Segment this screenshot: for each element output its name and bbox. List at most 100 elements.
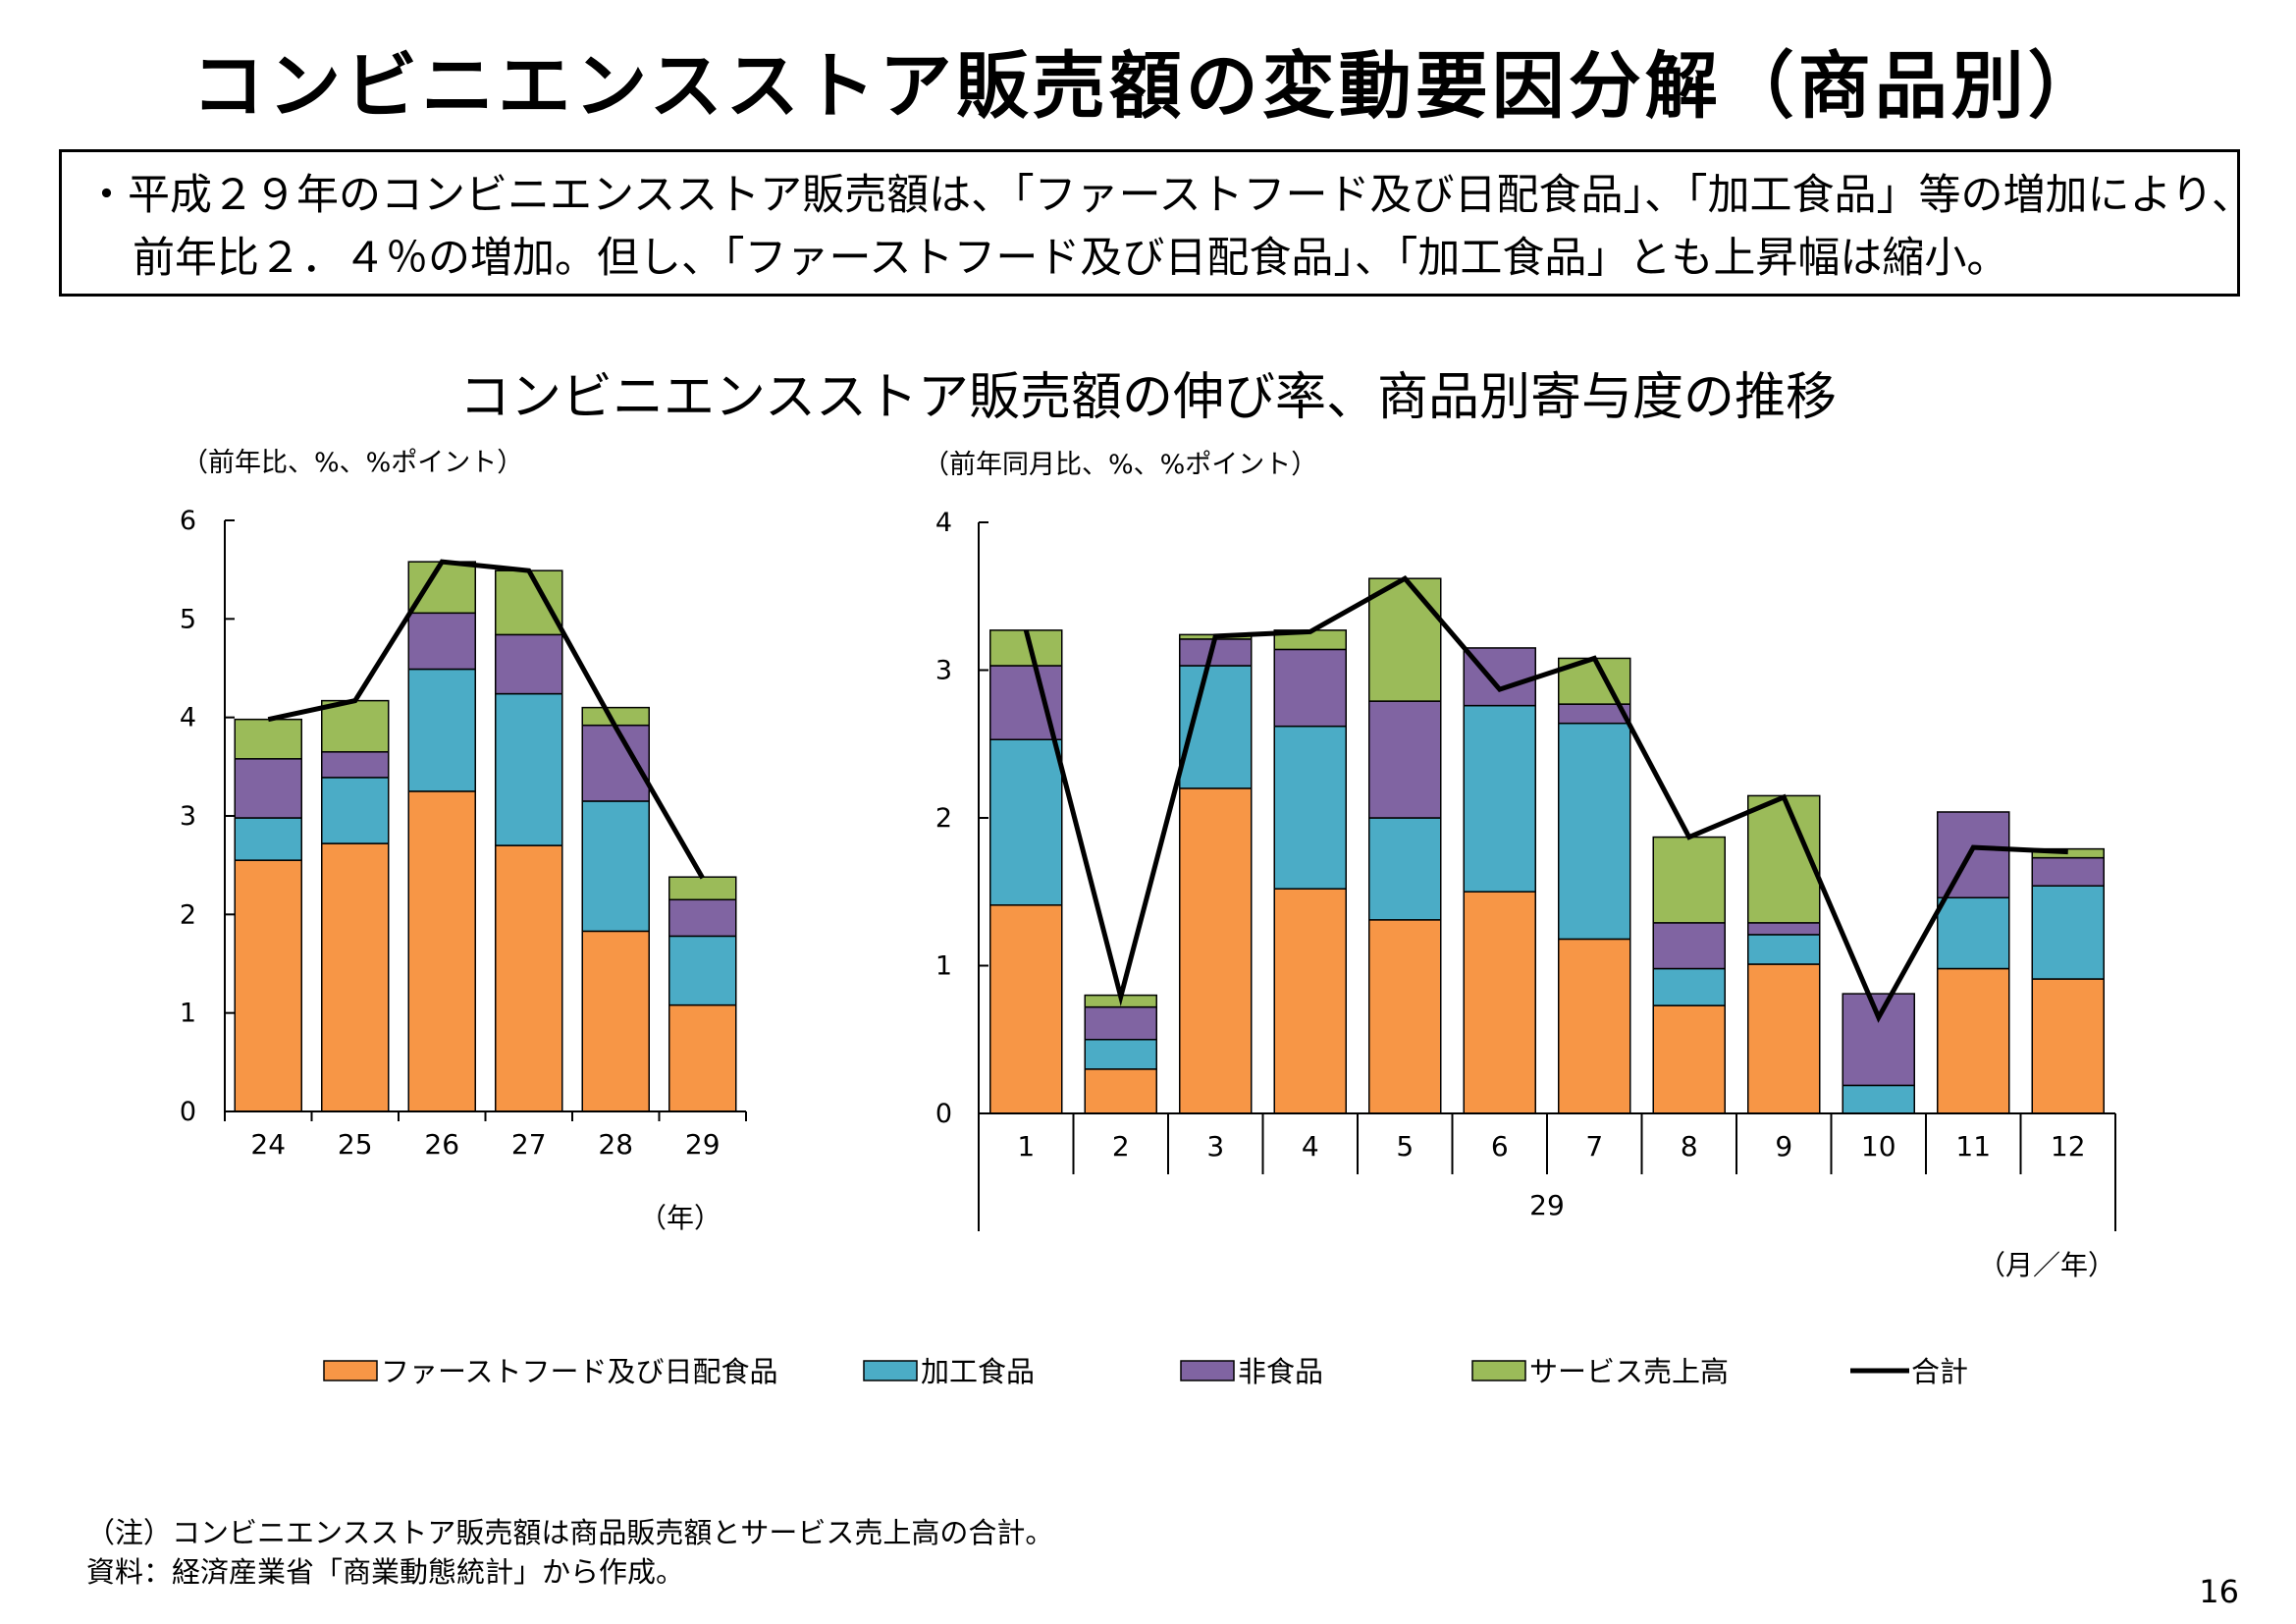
bar-segment-nonfood [668,898,737,938]
bar-segment-nonfood [1652,922,1726,970]
y-unit-label: （前年比、%、%ポイント） [182,448,523,478]
bar-segment-fastfood [234,859,302,1112]
bar-segment-nonfood [1747,922,1821,936]
bar-segment-fastfood [989,904,1063,1114]
bar-segment-fastfood [1084,1068,1157,1114]
y-tick-label: 4 [935,508,952,538]
total-line [267,559,705,880]
legend-swatch [863,1360,918,1381]
bar-segment-fastfood [581,930,650,1112]
bar-segment-fastfood [495,844,563,1112]
bar-segment-service [1368,577,1442,702]
bar-segment-service [1652,836,1726,924]
x-tick-label: 2 [1112,1130,1130,1163]
bar-segment-nonfood [234,758,302,819]
bar-segment-processed [581,800,650,933]
y-tick-label: 0 [935,1099,952,1129]
x-tick-label: 28 [598,1128,633,1161]
bar-segment-fastfood [1273,888,1347,1114]
bar-segment-nonfood [1368,700,1442,819]
bar-segment-processed [1273,725,1347,890]
legend-label: 合計 [1911,1355,1968,1388]
bar-segment-nonfood [495,633,563,695]
bar-segment-fastfood [668,1003,737,1112]
x-tick-label: 7 [1585,1130,1603,1163]
x-tick-label: 12 [2051,1130,2086,1163]
summary-line-1: ・平成２９年のコンビニエンスストア販売額は、「ファーストフード及び日配食品」、「… [85,171,2254,220]
bar-segment-service [1747,794,1821,924]
y-tick-label: 1 [180,999,196,1029]
bar-segment-nonfood [407,612,476,671]
bar-segment-processed [321,777,390,844]
bar-segment-fastfood [2031,978,2105,1114]
note-text: （注）コンビニエンスストア販売額は商品販売額とサービス売上高の合計。 [86,1516,1054,1549]
bar-segment-service [495,569,563,636]
summary-line-2: 前年比２．４％の増加。但し、「ファーストフード及び日配食品」、「加工食品」とも上… [133,234,2009,283]
bar-segment-nonfood [1084,1005,1157,1041]
x-tick-label: 11 [1955,1130,1991,1163]
legend-label: ファーストフード及び日配食品 [381,1355,778,1388]
x-group-label: 29 [1529,1189,1565,1221]
bar-segment-processed [1084,1039,1157,1070]
legend-label: 加工食品 [921,1355,1035,1388]
bar-segment-processed [1463,704,1536,893]
bar-segment-service [2031,847,2105,859]
legend-label: 非食品 [1238,1355,1323,1388]
x-tick-label: 8 [1681,1130,1698,1163]
x-tick-label: 24 [250,1128,286,1161]
bar-segment-fastfood [1463,891,1536,1114]
y-tick-label: 4 [180,703,196,733]
page-number: 16 [2199,1573,2239,1610]
x-unit-label: （年） [639,1202,721,1234]
bar-segment-processed [1652,967,1726,1006]
bar-segment-nonfood [1937,811,2010,899]
bar-segment-fastfood [321,842,390,1112]
y-tick-label: 6 [180,506,196,536]
bar-segment-service [407,561,476,615]
summary-box: ・平成２９年のコンビニエンスストア販売額は、「ファーストフード及び日配食品」、「… [59,149,2254,297]
y-tick-label: 3 [935,656,952,686]
x-tick-label: 10 [1861,1130,1896,1163]
page-title: コンビニエンスストア販売額の変動要因分解（商品別） [191,44,2105,129]
legend-swatch [323,1360,378,1381]
x-tick-label: 4 [1302,1130,1319,1163]
x-tick-label: 27 [511,1128,547,1161]
y-tick-label: 3 [180,801,196,832]
y-unit-label: （前年同月比、%、%ポイント） [923,450,1317,480]
bar-segment-processed [989,738,1063,906]
bar-segment-processed [1368,817,1442,921]
bar-segment-service [668,876,737,901]
bar-segment-nonfood [989,665,1063,740]
x-tick-label: 26 [424,1128,459,1161]
bar-segment-fastfood [1747,963,1821,1114]
source-text: 資料：経済産業省「商業動態統計」から作成。 [86,1555,685,1589]
legend: ファーストフード及び日配食品 加工食品 非食品 サービス売上高 合計 [323,1355,1968,1388]
y-tick-label: 2 [180,899,196,930]
legend-swatch [1180,1360,1235,1381]
bar-segment-fastfood [1937,967,2010,1114]
bar-segment-processed [1937,896,2010,970]
bar-segment-fastfood [1558,938,1631,1114]
x-unit-label: （月／年） [1978,1249,2115,1281]
y-tick-label: 5 [180,604,196,634]
y-tick-label: 1 [935,951,952,982]
total-line [1023,575,2068,1023]
x-tick-label: 3 [1206,1130,1224,1163]
x-tick-label: 25 [338,1128,373,1161]
bar-segment-processed [1842,1084,1915,1114]
chart-subtitle: コンビニエンスストア販売額の伸び率、商品別寄与度の推移 [459,368,1837,427]
x-tick-label: 9 [1775,1130,1792,1163]
legend-label: サービス売上高 [1529,1355,1729,1388]
x-tick-label: 1 [1017,1130,1035,1163]
bar-segment-processed [668,935,737,1006]
bar-segment-service [321,699,390,753]
bar-segment-processed [407,668,476,792]
bar-segment-processed [234,817,302,861]
y-tick-label: 2 [935,803,952,834]
bar-segment-processed [1558,722,1631,941]
bar-segment-nonfood [1273,648,1347,728]
bar-segment-fastfood [1368,919,1442,1114]
bar-segment-nonfood [2031,856,2105,887]
legend-swatch [1471,1360,1526,1381]
